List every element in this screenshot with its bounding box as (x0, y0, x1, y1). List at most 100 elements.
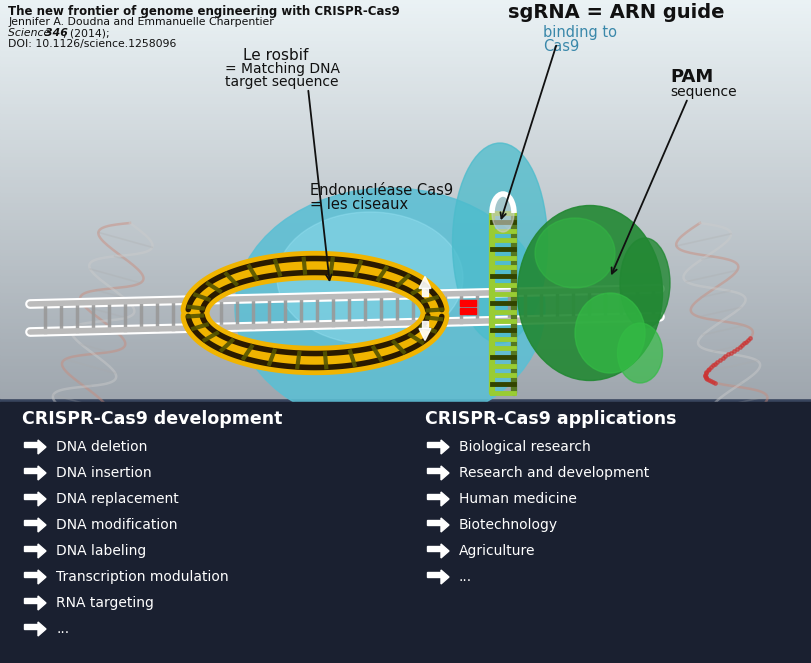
Bar (0, 629, 811, 633)
Bar (0, 178, 811, 182)
Bar (0, 483, 811, 487)
Bar (0, 605, 811, 610)
Text: Le rosbif: Le rosbif (243, 48, 308, 63)
Bar (0, 277, 811, 282)
Text: = Matching DNA: = Matching DNA (225, 62, 340, 76)
Bar (0, 151, 811, 156)
Bar (24, 598, 38, 603)
Bar (24, 494, 38, 499)
Bar (0, 556, 811, 560)
Bar (0, 615, 811, 620)
Bar (0, 546, 811, 550)
Bar (0, 75, 811, 80)
Bar (0, 48, 811, 53)
Bar (0, 231, 811, 235)
Polygon shape (441, 440, 449, 454)
Bar (0, 274, 811, 278)
Polygon shape (38, 544, 46, 558)
Text: Endonucléase Cas9: Endonucléase Cas9 (310, 183, 453, 198)
Bar (422, 322, 428, 328)
Bar (0, 539, 811, 544)
Text: binding to: binding to (543, 25, 617, 40)
Bar (0, 473, 811, 477)
Bar (0, 227, 811, 232)
Bar (0, 456, 811, 461)
Bar (0, 486, 811, 491)
Bar (0, 108, 811, 113)
Bar (460, 308, 476, 314)
Bar (0, 499, 811, 504)
Bar (427, 442, 441, 447)
Bar (0, 645, 811, 650)
Bar (0, 324, 811, 328)
Bar (0, 562, 811, 567)
Bar (0, 582, 811, 587)
Bar (24, 624, 38, 629)
Bar (0, 450, 811, 454)
Ellipse shape (617, 323, 663, 383)
Bar (0, 363, 811, 368)
Bar (0, 65, 811, 70)
Bar (0, 340, 811, 345)
Bar (0, 426, 811, 431)
Text: Transcription modulation: Transcription modulation (56, 570, 229, 584)
Bar (0, 310, 811, 315)
Bar (0, 214, 811, 219)
Bar (0, 314, 811, 318)
Bar (24, 546, 38, 551)
Bar (0, 400, 811, 404)
Bar (0, 224, 811, 229)
Polygon shape (38, 492, 46, 506)
Text: ...: ... (56, 622, 69, 636)
Bar (0, 198, 811, 202)
Text: Biological research: Biological research (459, 440, 590, 454)
Polygon shape (38, 518, 46, 532)
Bar (24, 520, 38, 525)
Bar (0, 280, 811, 285)
Text: DNA deletion: DNA deletion (56, 440, 148, 454)
Bar (0, 118, 811, 123)
Bar (0, 68, 811, 73)
Bar (0, 115, 811, 119)
Bar (0, 566, 811, 570)
Bar (0, 377, 811, 381)
Bar (0, 45, 811, 50)
Polygon shape (441, 544, 449, 558)
Bar (0, 476, 811, 481)
Bar (0, 652, 811, 656)
Bar (0, 217, 811, 222)
Bar (0, 121, 811, 126)
Bar (427, 468, 441, 473)
Bar (0, 201, 811, 206)
Bar (0, 516, 811, 520)
Bar (0, 131, 811, 136)
Bar (0, 251, 811, 255)
Bar (0, 19, 811, 23)
Bar (0, 35, 811, 40)
Bar (0, 330, 811, 335)
Bar (0, 72, 811, 76)
Bar (0, 519, 811, 524)
Bar (0, 638, 811, 643)
Bar (0, 241, 811, 245)
Bar (0, 592, 811, 597)
Bar (0, 343, 811, 348)
Bar (0, 406, 811, 411)
Polygon shape (38, 440, 46, 454)
Bar (0, 602, 811, 607)
Bar (0, 585, 811, 590)
Text: DOI: 10.1126/science.1258096: DOI: 10.1126/science.1258096 (8, 39, 176, 49)
Ellipse shape (453, 143, 547, 343)
Bar (0, 58, 811, 63)
Bar (0, 466, 811, 471)
Bar (0, 350, 811, 355)
Bar (0, 211, 811, 215)
Bar (0, 440, 811, 444)
Text: DNA modification: DNA modification (56, 518, 178, 532)
Bar (427, 494, 441, 499)
Text: Research and development: Research and development (459, 466, 650, 480)
Bar (0, 29, 811, 33)
Bar (0, 599, 811, 603)
Text: DNA labeling: DNA labeling (56, 544, 146, 558)
Bar (0, 367, 811, 371)
